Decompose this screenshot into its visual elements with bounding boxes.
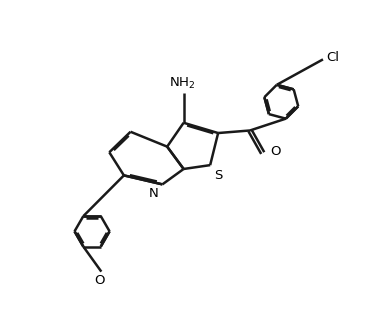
Text: O: O — [95, 274, 105, 287]
Text: NH$_2$: NH$_2$ — [169, 76, 195, 91]
Text: Cl: Cl — [326, 51, 340, 64]
Text: O: O — [270, 145, 280, 158]
Text: N: N — [149, 187, 159, 200]
Text: S: S — [214, 169, 222, 182]
